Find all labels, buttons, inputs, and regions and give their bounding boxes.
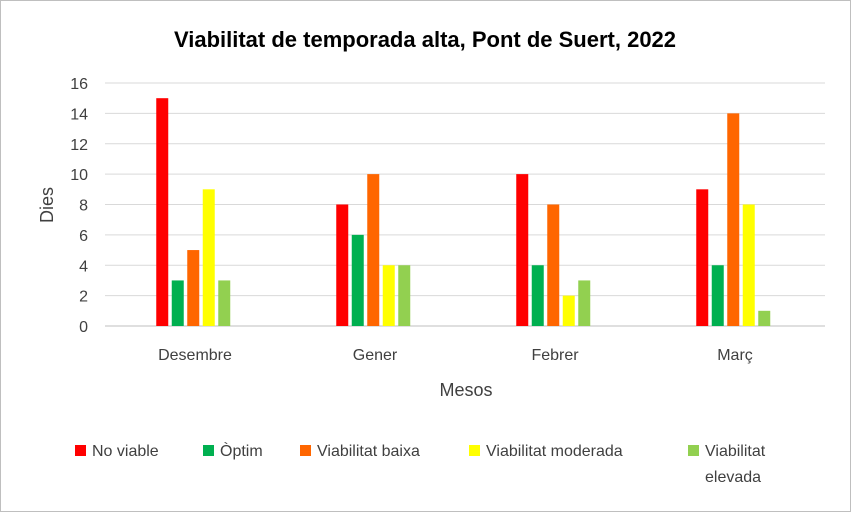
y-tick-label: 0 xyxy=(79,319,88,336)
legend-label: Òptim xyxy=(220,441,263,460)
bar xyxy=(742,204,755,326)
legend-label: Viabilitat moderada xyxy=(486,443,623,460)
y-tick-label: 4 xyxy=(79,258,88,275)
bar xyxy=(382,265,395,326)
y-tick-label: 12 xyxy=(70,137,88,154)
bar xyxy=(758,310,771,326)
legend-swatch xyxy=(300,445,311,456)
x-axis-ticks: Desembre Gener Febrer Març xyxy=(158,347,753,364)
bar xyxy=(202,189,215,326)
bar xyxy=(516,174,529,326)
legend-label: Viabilitat elevada xyxy=(705,443,766,486)
legend-swatch xyxy=(688,445,699,456)
bar xyxy=(711,265,724,326)
bar xyxy=(727,113,740,326)
bar xyxy=(696,189,709,326)
legend-swatch xyxy=(469,445,480,456)
bar xyxy=(187,250,200,326)
y-tick-label: 6 xyxy=(79,228,88,245)
y-tick-label: 14 xyxy=(70,106,88,123)
y-tick-label: 8 xyxy=(79,198,88,215)
x-tick-label: Gener xyxy=(353,347,398,364)
legend-swatch xyxy=(203,445,214,456)
x-tick-label: Desembre xyxy=(158,347,232,364)
legend-label: No viable xyxy=(92,443,159,460)
bar xyxy=(367,174,380,326)
x-tick-label: Febrer xyxy=(531,347,579,364)
bar xyxy=(218,280,231,326)
bar xyxy=(171,280,184,326)
bar xyxy=(547,204,560,326)
x-tick-label: Març xyxy=(717,347,753,364)
bars xyxy=(156,98,771,326)
legend-swatch xyxy=(75,445,86,456)
legend: No viable Òptim Viabilitat baixa Viabilitat… xyxy=(75,441,766,486)
bar xyxy=(351,234,364,326)
x-axis-title: Mesos xyxy=(439,380,492,400)
y-axis-ticks: 0 2 4 6 8 10 12 14 16 xyxy=(70,76,88,336)
y-tick-label: 16 xyxy=(70,76,88,93)
y-axis-title: Dies xyxy=(37,187,57,223)
y-tick-label: 2 xyxy=(79,289,88,306)
chart-title: Viabilitat de temporada alta, Pont de Su… xyxy=(174,27,676,52)
y-tick-label: 10 xyxy=(70,167,88,184)
bar xyxy=(562,295,575,326)
bar xyxy=(156,98,169,326)
bar xyxy=(531,265,544,326)
bar xyxy=(578,280,591,326)
legend-label: Viabilitat baixa xyxy=(317,443,420,460)
bar xyxy=(398,265,411,326)
bar xyxy=(336,204,349,326)
